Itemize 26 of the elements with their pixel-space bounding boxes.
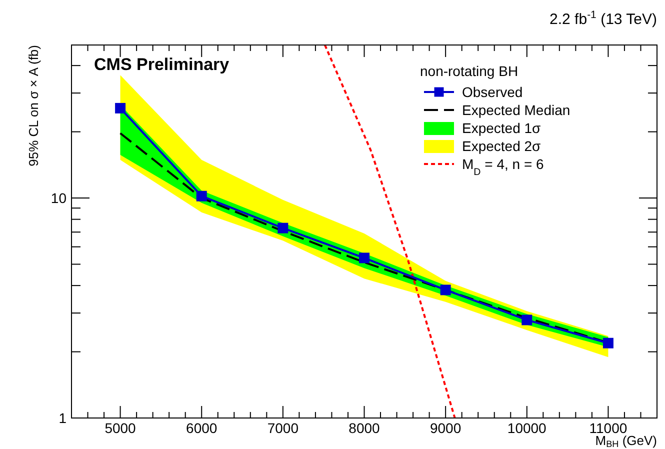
y-axis-title: 95% CL on σ × A (fb) <box>26 45 41 166</box>
y-tick-label: 10 <box>50 190 67 206</box>
annotation: CMS Preliminary <box>94 55 230 74</box>
point <box>602 338 614 348</box>
legend-label: M$_{D}$ = 4, n = 6 <box>462 156 544 178</box>
point <box>278 222 288 234</box>
legend-label: Expected Median <box>462 102 570 118</box>
x-axis-title: M$_{BH}$ (GeV) <box>595 433 657 449</box>
x-tick-label: 9000 <box>430 420 462 436</box>
x-tick-label: 10000 <box>507 420 547 436</box>
legend-label: Observed <box>462 84 523 100</box>
x-tick-label: 6000 <box>186 420 218 436</box>
point <box>196 190 207 202</box>
x-tick-label: 11000 <box>589 420 628 436</box>
point <box>359 252 370 264</box>
legend-label: Expected 2σ <box>462 138 542 154</box>
x-tick-label: 8000 <box>348 420 380 436</box>
text: 2.2 fb$^{-1}$ (13 TeV) <box>550 9 657 28</box>
point <box>522 314 532 326</box>
legend-title: non-rotating BH <box>420 63 518 79</box>
x-tick-label: 5000 <box>104 420 136 436</box>
y-tick-label: 1 <box>58 410 67 426</box>
point <box>115 102 126 114</box>
legend-label: Expected 1σ <box>462 120 542 136</box>
point <box>440 284 451 296</box>
x-tick-label: 7000 <box>267 420 299 436</box>
